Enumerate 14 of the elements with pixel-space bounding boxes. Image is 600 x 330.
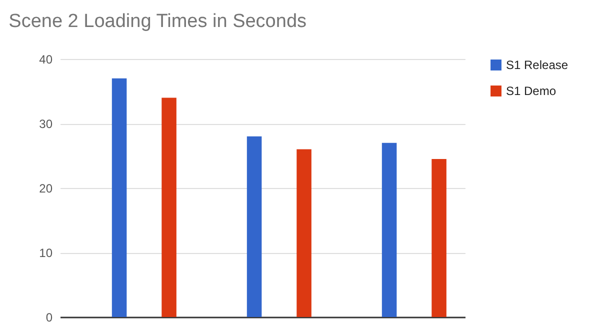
y-tick-label: 40 <box>39 52 53 66</box>
bar <box>246 136 262 317</box>
bar <box>296 149 312 317</box>
chart-title: Scene 2 Loading Times in Seconds <box>8 11 307 32</box>
legend-label: S1 Demo <box>506 84 556 98</box>
bar <box>162 98 176 317</box>
bar <box>432 158 446 317</box>
y-tick-label: 10 <box>39 246 53 260</box>
y-tick-label: 20 <box>39 182 53 196</box>
y-tick-label: 0 <box>46 310 53 324</box>
legend-label: S1 Release <box>506 58 568 72</box>
bar <box>112 78 127 317</box>
bar <box>382 142 397 317</box>
y-tick-label: 30 <box>39 117 53 131</box>
